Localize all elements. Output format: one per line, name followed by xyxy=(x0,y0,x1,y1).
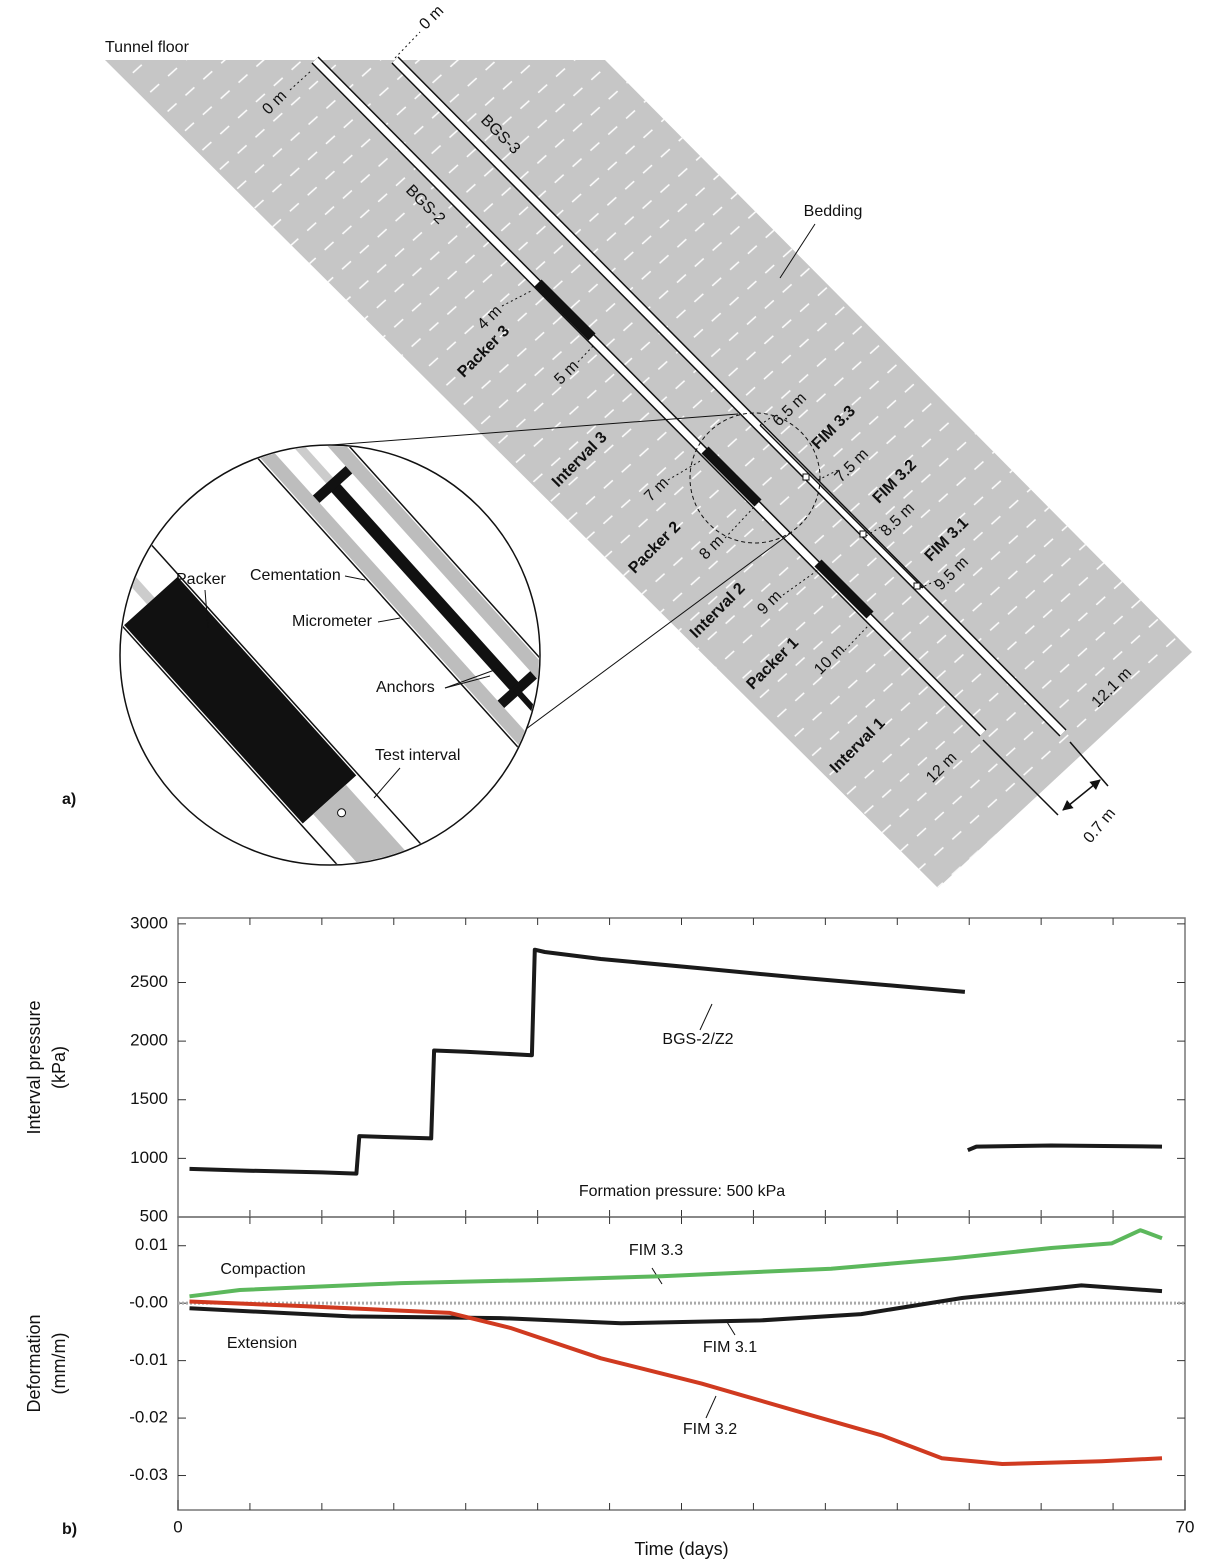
x-axis-label: Time (days) xyxy=(634,1539,728,1559)
rod xyxy=(121,446,155,605)
annotation: Formation pressure: 500 kPa xyxy=(579,1183,785,1200)
leader xyxy=(394,31,421,59)
inset-label: Test interval xyxy=(375,747,460,764)
inset-label: Packer xyxy=(176,571,226,588)
leader xyxy=(344,575,366,581)
port xyxy=(337,808,347,818)
leader xyxy=(377,617,401,623)
leader xyxy=(705,1395,717,1419)
series-label: FIM 3.3 xyxy=(629,1242,683,1259)
leader xyxy=(373,767,401,799)
series-line xyxy=(189,1283,1163,1326)
packer xyxy=(534,279,596,341)
label: Bedding xyxy=(804,203,863,220)
y-tick-label: 0.01 xyxy=(135,1235,168,1254)
leader xyxy=(919,579,939,589)
borehole-wall xyxy=(121,447,498,864)
leader xyxy=(817,469,839,481)
diagram: Tunnel floor 0 m 0 m BGS-3 BGS-2 Bedding… xyxy=(62,2,1192,888)
y-axis-label: Interval pressure xyxy=(24,1000,44,1134)
y-tick-label: 3000 xyxy=(130,913,168,932)
packer xyxy=(814,559,874,619)
leader xyxy=(667,459,703,481)
y-axis-label: (kPa) xyxy=(49,1046,69,1089)
cementation xyxy=(164,446,539,860)
packer xyxy=(124,576,357,824)
bedding-pattern xyxy=(105,60,1192,888)
borehole-bgs2-core xyxy=(312,57,986,736)
micrometer xyxy=(330,482,521,693)
anchor xyxy=(802,473,810,481)
series-label: BGS-2/Z2 xyxy=(662,1031,733,1048)
leader xyxy=(865,524,885,537)
y-tick-label: 1500 xyxy=(130,1089,168,1108)
anchor xyxy=(312,466,353,503)
inset-label: Micrometer xyxy=(292,613,373,630)
leader xyxy=(577,344,595,363)
test-interval xyxy=(313,784,539,864)
dimension-line xyxy=(982,739,1059,816)
leader xyxy=(759,413,777,426)
label: 0.7 m xyxy=(1080,805,1119,847)
y-axis-label: Deformation xyxy=(24,1314,44,1412)
leader xyxy=(844,625,869,651)
anchor xyxy=(859,530,867,538)
borehole-wall xyxy=(121,446,539,864)
zoom-circle xyxy=(689,412,821,544)
series-line xyxy=(189,1228,1163,1299)
y-tick-label: -0.00 xyxy=(129,1293,168,1312)
borehole-wall xyxy=(176,446,539,850)
leader xyxy=(699,1003,713,1031)
label: Tunnel floor xyxy=(105,39,190,56)
series-label: FIM 3.1 xyxy=(703,1339,757,1356)
leader xyxy=(501,289,534,307)
y-tick-label: 2000 xyxy=(130,1031,168,1050)
y-tick-label: -0.03 xyxy=(129,1465,168,1484)
plot-frame xyxy=(177,1216,1186,1511)
y-tick-label: 2500 xyxy=(130,972,168,991)
zoom-line xyxy=(317,413,739,447)
y-tick-label: -0.01 xyxy=(129,1350,168,1369)
series-line xyxy=(189,1299,1163,1466)
leader xyxy=(779,223,816,279)
leader xyxy=(204,589,209,629)
label: 0 m xyxy=(416,2,447,33)
borehole-wall xyxy=(121,446,539,864)
leader xyxy=(444,667,501,689)
leader xyxy=(782,569,819,596)
borehole-bgs3-core xyxy=(392,57,1066,736)
y-tick-label: -0.02 xyxy=(129,1408,168,1427)
series-label: FIM 3.2 xyxy=(683,1421,737,1438)
anchor xyxy=(913,582,921,590)
y-tick-label: 500 xyxy=(140,1206,168,1225)
rod xyxy=(145,446,340,491)
leader xyxy=(726,1321,736,1336)
y-axis-label: (mm/m) xyxy=(49,1333,69,1395)
annotation: Compaction xyxy=(220,1261,305,1278)
dimension-arrow xyxy=(1062,779,1101,811)
series-line xyxy=(189,947,1163,1176)
panel-label: a) xyxy=(62,791,76,808)
dimension-line xyxy=(1069,741,1109,787)
x-tick-label: 70 xyxy=(1176,1517,1195,1536)
inset-label: Anchors xyxy=(376,679,435,696)
leader xyxy=(444,675,491,689)
annotation: Extension xyxy=(227,1335,297,1352)
packer xyxy=(701,446,762,507)
inset-label: Cementation xyxy=(250,567,341,584)
x-tick-label: 0 xyxy=(173,1517,182,1536)
y-tick-label: 1000 xyxy=(130,1148,168,1167)
fim-rod xyxy=(759,424,924,589)
panel-label: b) xyxy=(62,1521,77,1538)
